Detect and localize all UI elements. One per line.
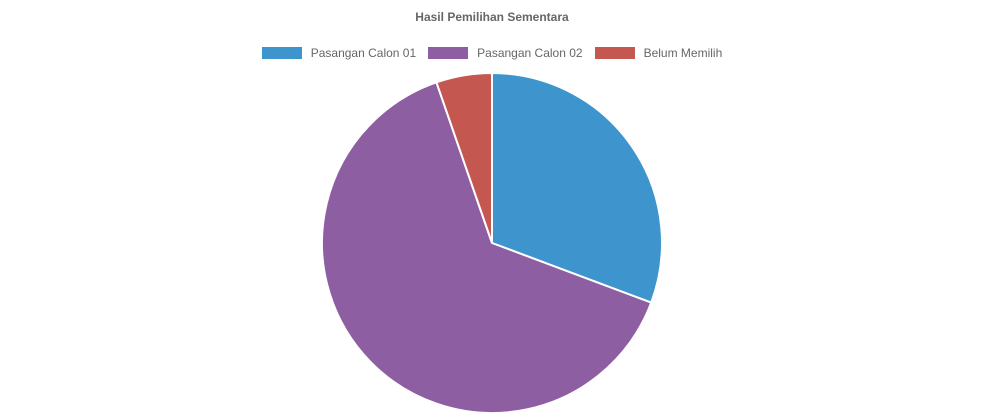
- pie-slice-pasangan-calon-01[interactable]: [491, 71, 663, 304]
- legend-item-belum-memilih[interactable]: Belum Memilih: [594, 46, 723, 60]
- pie-slice-belum-memilih[interactable]: [435, 71, 493, 244]
- legend-item-pasangan-calon-01[interactable]: Pasangan Calon 01: [261, 46, 417, 60]
- legend-label-pasangan-calon-01: Pasangan Calon 01: [310, 46, 417, 60]
- legend-swatch-pasangan-calon-01: [261, 47, 302, 59]
- chart-legend: Pasangan Calon 01 Pasangan Calon 02 Belu…: [0, 46, 984, 60]
- chart-title: Hasil Pemilihan Sementara: [415, 10, 569, 24]
- legend-swatch-pasangan-calon-02: [428, 47, 469, 59]
- legend-label-pasangan-calon-02: Pasangan Calon 02: [477, 46, 583, 60]
- legend-label-belum-memilih: Belum Memilih: [643, 46, 723, 60]
- legend-swatch-belum-memilih: [594, 47, 635, 59]
- legend-item-pasangan-calon-02[interactable]: Pasangan Calon 02: [428, 46, 583, 60]
- pie-slice-pasangan-calon-02[interactable]: [321, 81, 653, 414]
